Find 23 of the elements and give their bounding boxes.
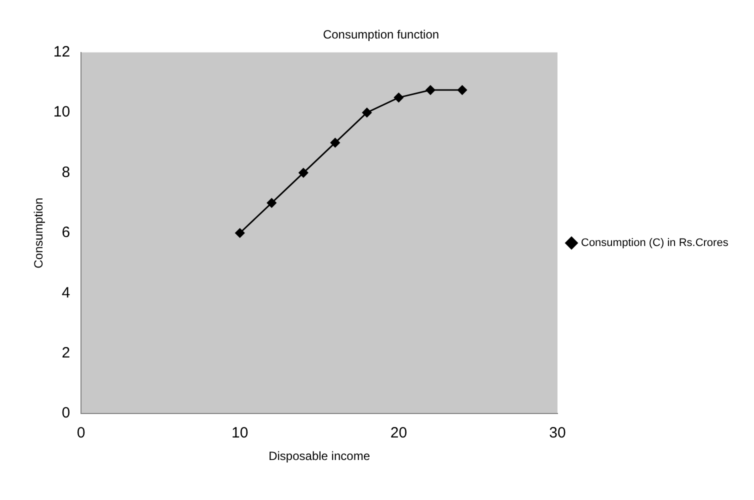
x-tick-label: 10 — [232, 424, 248, 442]
y-axis-title: Consumption — [32, 198, 46, 268]
y-tick-label: 10 — [53, 104, 70, 121]
point — [394, 92, 404, 102]
point — [298, 168, 308, 178]
y-tick-label: 2 — [62, 344, 70, 362]
x-tick-label: 0 — [76, 424, 86, 442]
point — [457, 85, 467, 95]
y-tick-label: 4 — [62, 284, 70, 302]
y-tick-label: 8 — [62, 164, 70, 181]
x-tick-label: 30 — [549, 424, 566, 442]
point — [330, 138, 340, 148]
point — [426, 85, 436, 95]
x-axis-title: Disposable income — [268, 449, 370, 464]
y-tick-label: 6 — [62, 224, 70, 242]
y-tick-label: 12 — [53, 44, 70, 61]
point — [235, 228, 245, 238]
legend-label: Consumption (C) in Rs.Crores — [581, 237, 729, 250]
chart-title: Consumption function — [322, 28, 440, 42]
y-tick-label: 0 — [62, 404, 70, 422]
point — [362, 108, 372, 118]
point — [266, 198, 276, 208]
x-tick-label: 20 — [390, 424, 408, 442]
